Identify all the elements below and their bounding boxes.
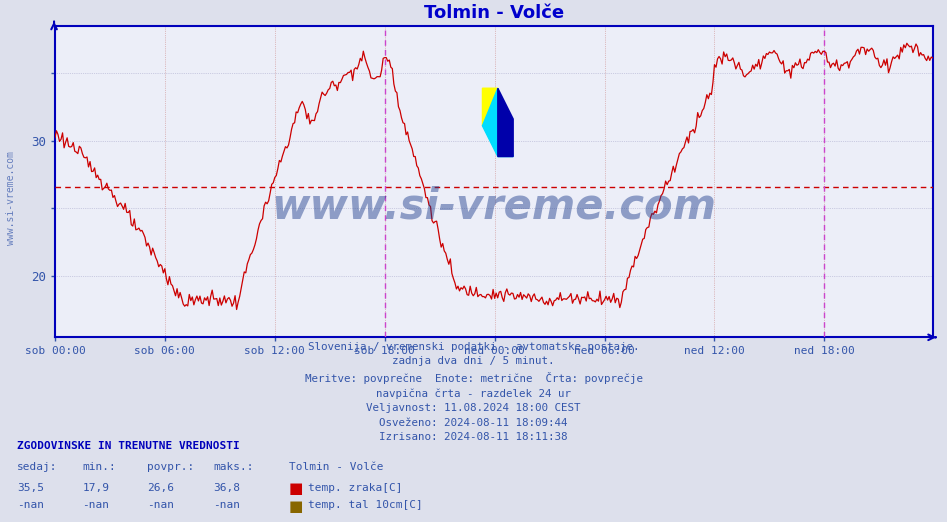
Text: sedaj:: sedaj:: [17, 462, 58, 472]
Polygon shape: [482, 88, 513, 157]
Text: -nan: -nan: [82, 500, 110, 510]
Polygon shape: [498, 88, 513, 157]
Text: -nan: -nan: [213, 500, 241, 510]
Text: -nan: -nan: [147, 500, 174, 510]
Text: ■: ■: [289, 499, 303, 514]
Text: ■: ■: [289, 481, 303, 496]
Text: 35,5: 35,5: [17, 483, 45, 493]
Text: 26,6: 26,6: [147, 483, 174, 493]
Text: 17,9: 17,9: [82, 483, 110, 493]
Text: www.si-vreme.com: www.si-vreme.com: [7, 151, 16, 245]
Text: temp. tal 10cm[C]: temp. tal 10cm[C]: [308, 500, 422, 510]
Text: Tolmin - Volče: Tolmin - Volče: [289, 462, 384, 472]
Text: min.:: min.:: [82, 462, 116, 472]
Polygon shape: [482, 88, 498, 126]
Text: ZGODOVINSKE IN TRENUTNE VREDNOSTI: ZGODOVINSKE IN TRENUTNE VREDNOSTI: [17, 441, 240, 451]
Text: 36,8: 36,8: [213, 483, 241, 493]
Text: temp. zraka[C]: temp. zraka[C]: [308, 483, 402, 493]
Text: Slovenija / vremenski podatki - avtomatske postaje.
zadnja dva dni / 5 minut.
Me: Slovenija / vremenski podatki - avtomats…: [305, 342, 642, 442]
Text: www.si-vreme.com: www.si-vreme.com: [272, 185, 716, 227]
Text: -nan: -nan: [17, 500, 45, 510]
Text: povpr.:: povpr.:: [147, 462, 194, 472]
Title: Tolmin - Volče: Tolmin - Volče: [424, 4, 563, 22]
Text: maks.:: maks.:: [213, 462, 254, 472]
